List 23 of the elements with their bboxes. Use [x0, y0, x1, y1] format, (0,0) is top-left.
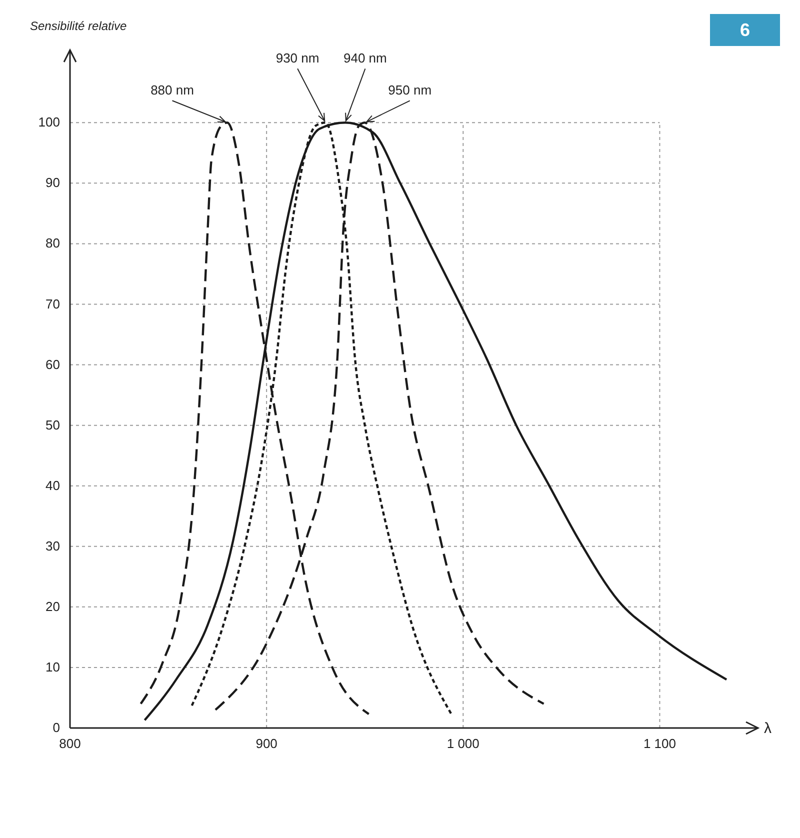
annotation: 950 nm [388, 82, 432, 98]
y-tick-label: 90 [46, 175, 60, 190]
annotation: 940 nm [344, 50, 387, 66]
annotation: 880 nm [150, 82, 194, 98]
x-tick-label: 900 [256, 736, 278, 751]
text: 6 [740, 20, 750, 40]
y-tick-label: 40 [46, 478, 60, 493]
y-tick-label: 80 [46, 236, 60, 251]
y-axis-title: Sensibilité relative [30, 19, 128, 33]
x-tick-label: 1 100 [643, 736, 676, 751]
y-tick-label: 10 [46, 659, 60, 674]
y-tick-label: 50 [46, 417, 60, 432]
y-tick-label: 0 [52, 720, 60, 735]
line-series [144, 122, 728, 722]
y-tick-label: 60 [46, 356, 60, 372]
annotation: 930 nm [276, 50, 320, 66]
x-tick-label: 800 [59, 736, 81, 751]
y-tick-label: 20 [46, 598, 60, 614]
x-axis-title: λ [764, 720, 772, 737]
x-tick-label: 1 000 [446, 736, 480, 751]
y-tick-label: 70 [46, 296, 60, 312]
y-tick-label: 100 [38, 114, 60, 130]
y-tick-label: 30 [46, 538, 60, 554]
